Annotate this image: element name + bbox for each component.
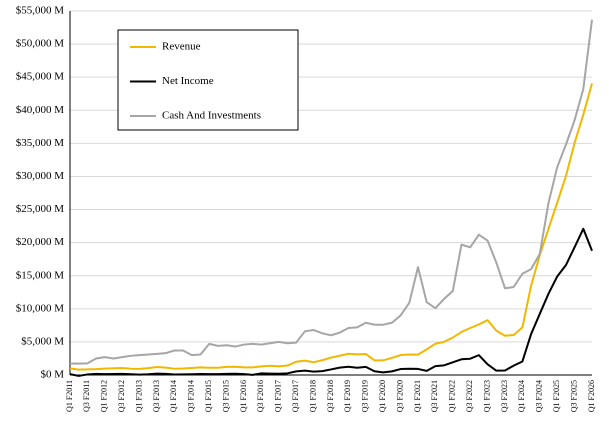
y-tick-label: $20,000 M [16, 236, 65, 248]
y-tick-label: $30,000 M [16, 170, 65, 182]
y-tick-label: $10,000 M [16, 302, 65, 314]
series-line [69, 19, 593, 365]
x-tick-label: Q1 F2020 [378, 380, 387, 412]
legend-label: Revenue [162, 41, 201, 53]
x-tick-label: Q1 F2026 [587, 380, 596, 412]
x-tick-label: Q1 F2015 [204, 380, 213, 412]
x-tick-label: Q3 F2013 [152, 380, 161, 412]
y-tick-label: $55,000 M [16, 5, 65, 17]
y-tick-label: $35,000 M [16, 137, 65, 149]
x-tick-label: Q1 F2017 [274, 380, 283, 412]
x-tick-label: Q3 F2014 [187, 380, 196, 412]
series-line [69, 227, 593, 377]
y-tick-label: $40,000 M [16, 104, 65, 116]
x-tick-label: Q3 F2016 [256, 380, 265, 412]
x-tick-label: Q1 F2018 [308, 380, 317, 412]
x-tick-label: Q3 F2022 [465, 380, 474, 412]
x-tick-label: Q1 F2011 [65, 380, 74, 412]
y-tick-label: $50,000 M [16, 38, 65, 50]
x-tick-label: Q1 F2024 [517, 380, 526, 412]
x-tick-label: Q1 F2023 [482, 380, 491, 412]
x-tick-label: Q3 F2018 [326, 380, 335, 412]
x-tick-label: Q1 F2014 [169, 380, 178, 412]
x-tick-label: Q1 F2019 [343, 380, 352, 412]
x-tick-label: Q1 F2022 [448, 380, 457, 412]
y-tick-label: $0 M [40, 369, 64, 381]
x-tick-label: Q3 F2024 [535, 380, 544, 412]
x-tick-label: Q3 F2012 [117, 380, 126, 412]
x-tick-label: Q1 F2021 [413, 380, 422, 412]
y-tick-label: $5,000 M [21, 335, 64, 347]
x-tick-label: Q1 F2013 [134, 380, 143, 412]
legend-label: Net Income [162, 75, 214, 87]
x-tick-label: Q3 F2020 [395, 380, 404, 412]
x-tick-label: Q3 F2015 [221, 380, 230, 412]
y-tick-label: $15,000 M [16, 269, 65, 281]
legend-label: Cash And Investments [162, 110, 261, 122]
x-tick-label: Q3 F2011 [82, 380, 91, 412]
x-tick-label: Q3 F2021 [430, 380, 439, 412]
x-tick-label: Q1 F2016 [239, 380, 248, 412]
y-tick-label: $25,000 M [16, 203, 65, 215]
x-tick-label: Q1 F2025 [552, 380, 561, 412]
x-tick-label: Q3 F2019 [361, 380, 370, 412]
x-tick-label: Q3 F2017 [291, 380, 300, 412]
x-tick-label: Q3 F2025 [569, 380, 578, 412]
y-tick-label: $45,000 M [16, 71, 65, 83]
series-line [69, 83, 593, 371]
x-tick-label: Q1 F2012 [100, 380, 109, 412]
x-tick-label: Q3 F2023 [500, 380, 509, 412]
